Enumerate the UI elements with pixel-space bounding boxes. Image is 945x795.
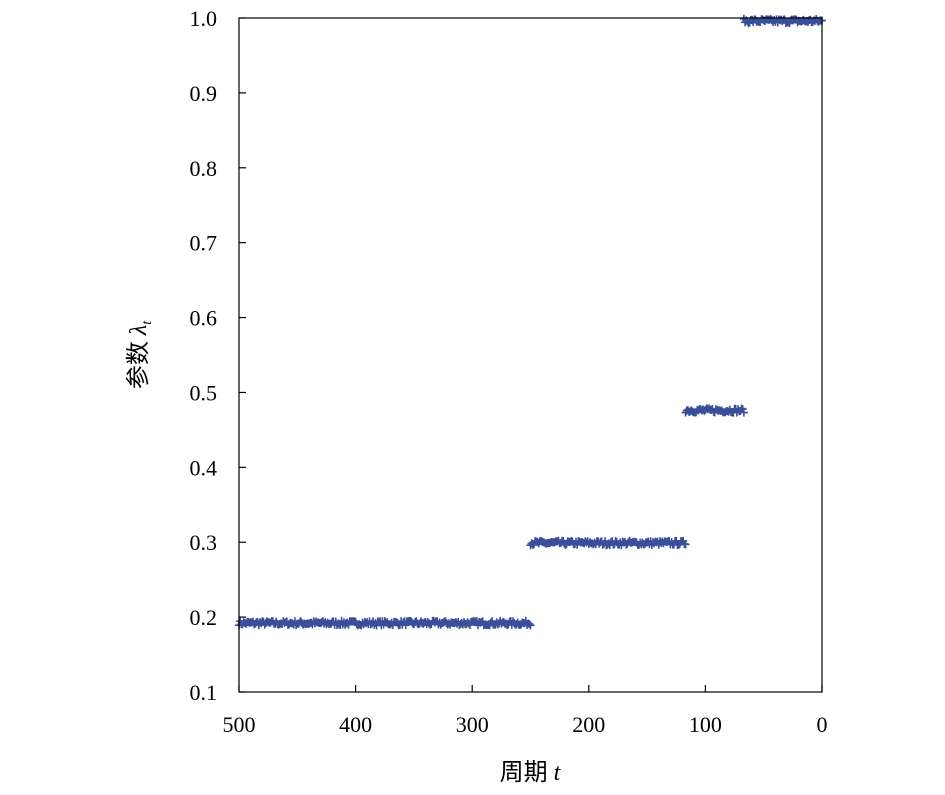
x-tick-label: 200 xyxy=(572,712,605,737)
y-tick-label: 0.5 xyxy=(190,380,218,405)
axis-ticks xyxy=(238,17,823,693)
y-tick-label: 0.8 xyxy=(190,156,218,181)
y-axis-label: 参数λt xyxy=(124,320,155,389)
data-point-segment-3 xyxy=(738,405,747,414)
y-tick-label: 0.3 xyxy=(190,530,218,555)
x-tick-labels: 500 400 300 200 100 0 xyxy=(223,712,828,737)
x-tick-label: 300 xyxy=(456,712,489,737)
x-tick-label: 0 xyxy=(817,712,828,737)
y-tick-label: 1.0 xyxy=(190,6,218,31)
x-tick-label: 400 xyxy=(339,712,372,737)
plot-frame xyxy=(238,17,823,693)
y-tick-labels: 0.1 0.2 0.3 0.4 0.5 0.6 0.7 0.8 0.9 1.0 xyxy=(190,6,218,705)
y-tick-label: 0.1 xyxy=(190,680,218,705)
y-tick-label: 0.7 xyxy=(190,231,218,256)
data-point-segment-2 xyxy=(681,540,690,549)
data-point-segment-1 xyxy=(525,619,534,628)
y-tick-label: 0.2 xyxy=(190,605,218,630)
data-point-segment-3 xyxy=(739,408,748,417)
data-points xyxy=(235,14,826,630)
data-point-segment-1 xyxy=(526,621,535,630)
y-tick-label: 0.4 xyxy=(190,455,218,480)
y-tick-label: 0.9 xyxy=(190,81,218,106)
x-tick-label: 500 xyxy=(223,712,256,737)
y-tick-label: 0.6 xyxy=(190,306,218,331)
x-tick-label: 100 xyxy=(689,712,722,737)
x-axis-label: 周期 t xyxy=(500,758,562,786)
